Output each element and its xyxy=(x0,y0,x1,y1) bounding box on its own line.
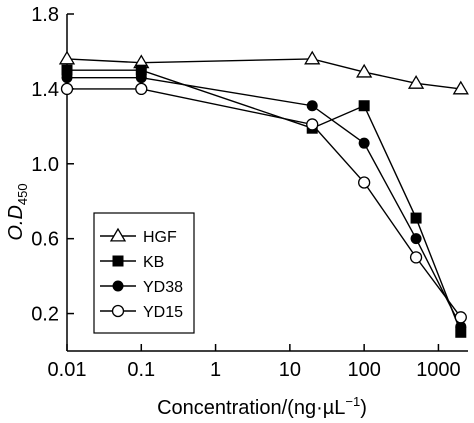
data-point-yd15 xyxy=(454,311,467,324)
x-tick-label: 10 xyxy=(279,359,301,381)
data-point-kb xyxy=(135,64,147,76)
data-point-kb xyxy=(410,212,422,224)
legend-marker-hgf xyxy=(109,227,127,242)
legend-marker-yd38 xyxy=(112,280,124,292)
data-point-yd38 xyxy=(358,137,370,149)
data-point-kb xyxy=(61,64,73,76)
series-line-kb xyxy=(67,69,462,333)
x-tick-label: 0.1 xyxy=(127,359,155,381)
data-point-kb xyxy=(358,100,370,112)
legend-marker-kb xyxy=(112,255,124,267)
data-point-hgf xyxy=(356,63,373,78)
series-line-hgf xyxy=(66,58,461,90)
legend-label-kb: KB xyxy=(143,254,164,271)
data-point-yd38 xyxy=(61,72,73,84)
y-tick-label: 1.8 xyxy=(31,4,59,26)
x-tick-label: 1 xyxy=(210,359,221,381)
y-tick-label: 0.6 xyxy=(31,229,59,251)
y-axis-title-main: O.D xyxy=(5,205,27,241)
data-point-yd15 xyxy=(358,176,371,189)
data-point-hgf xyxy=(58,50,76,65)
data-point-yd15 xyxy=(306,118,319,131)
data-point-hgf xyxy=(452,80,469,95)
legend-label-yd15: YD15 xyxy=(143,304,183,321)
series-layer xyxy=(58,50,469,338)
data-point-yd15 xyxy=(135,82,148,96)
x-axis-title: Concentration/(ng·µL−1) xyxy=(157,394,367,419)
axes: 0.2 0.6 1.0 1.4 1.8 0.01 0.1 1 10 100 1000 xyxy=(31,4,468,381)
x-tick-label: 100 xyxy=(347,359,380,381)
legend-marker-yd15 xyxy=(111,304,125,318)
data-point-yd38 xyxy=(455,321,467,333)
legend-label-hgf: HGF xyxy=(143,229,177,246)
x-tick-label: 0.01 xyxy=(48,359,87,381)
data-point-yd15 xyxy=(409,251,423,264)
series-line-yd38 xyxy=(67,76,462,327)
series-line-yd15 xyxy=(67,88,462,318)
x-axis-title-main: Concentration/(ng·µL xyxy=(157,397,345,419)
data-point-kb xyxy=(455,326,467,338)
data-point-yd38 xyxy=(306,100,318,112)
legend-box xyxy=(93,212,195,334)
legend-label-yd38: YD38 xyxy=(143,279,183,296)
y-axis-title: O.D450 xyxy=(5,183,30,240)
legend: HGF KB YD38 YD15 xyxy=(93,212,195,334)
data-point-hgf xyxy=(304,50,321,65)
data-point-yd38 xyxy=(410,233,422,245)
data-point-yd15 xyxy=(60,82,74,96)
x-axis-title-sup: −1 xyxy=(345,394,360,409)
y-axis-title-sub: 450 xyxy=(15,183,30,205)
x-tick-label: 1000 xyxy=(416,359,461,381)
data-point-hgf xyxy=(407,74,425,89)
data-point-yd38 xyxy=(135,72,147,84)
y-tick-label: 1.4 xyxy=(31,79,59,101)
y-tick-label: 1.0 xyxy=(31,154,59,176)
y-tick-label: 0.2 xyxy=(31,304,59,326)
x-axis-title-close: ) xyxy=(360,397,367,419)
